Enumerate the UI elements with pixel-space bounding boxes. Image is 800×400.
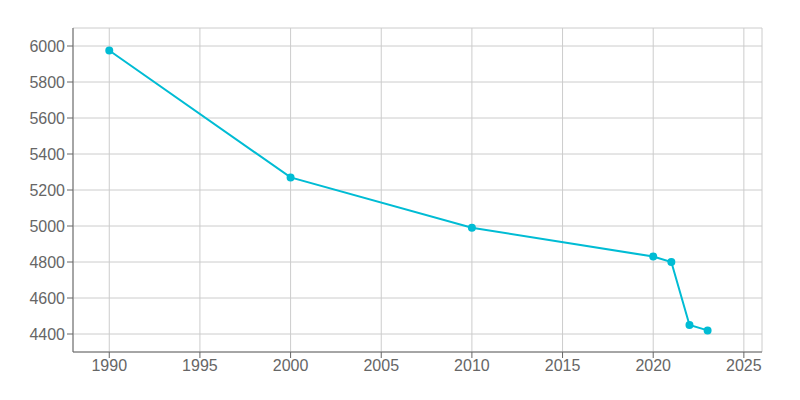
svg-text:5000: 5000 (29, 218, 65, 235)
svg-text:2000: 2000 (273, 357, 309, 374)
svg-text:2005: 2005 (363, 357, 399, 374)
svg-text:5400: 5400 (29, 146, 65, 163)
svg-text:5600: 5600 (29, 110, 65, 127)
svg-text:2025: 2025 (726, 357, 762, 374)
svg-text:6000: 6000 (29, 38, 65, 55)
svg-text:4400: 4400 (29, 326, 65, 343)
svg-text:5200: 5200 (29, 182, 65, 199)
svg-text:1990: 1990 (91, 357, 127, 374)
svg-text:5800: 5800 (29, 74, 65, 91)
svg-text:4600: 4600 (29, 290, 65, 307)
svg-text:2010: 2010 (454, 357, 490, 374)
svg-text:1995: 1995 (182, 357, 218, 374)
svg-text:2020: 2020 (635, 357, 671, 374)
svg-text:2015: 2015 (545, 357, 581, 374)
svg-text:4800: 4800 (29, 254, 65, 271)
